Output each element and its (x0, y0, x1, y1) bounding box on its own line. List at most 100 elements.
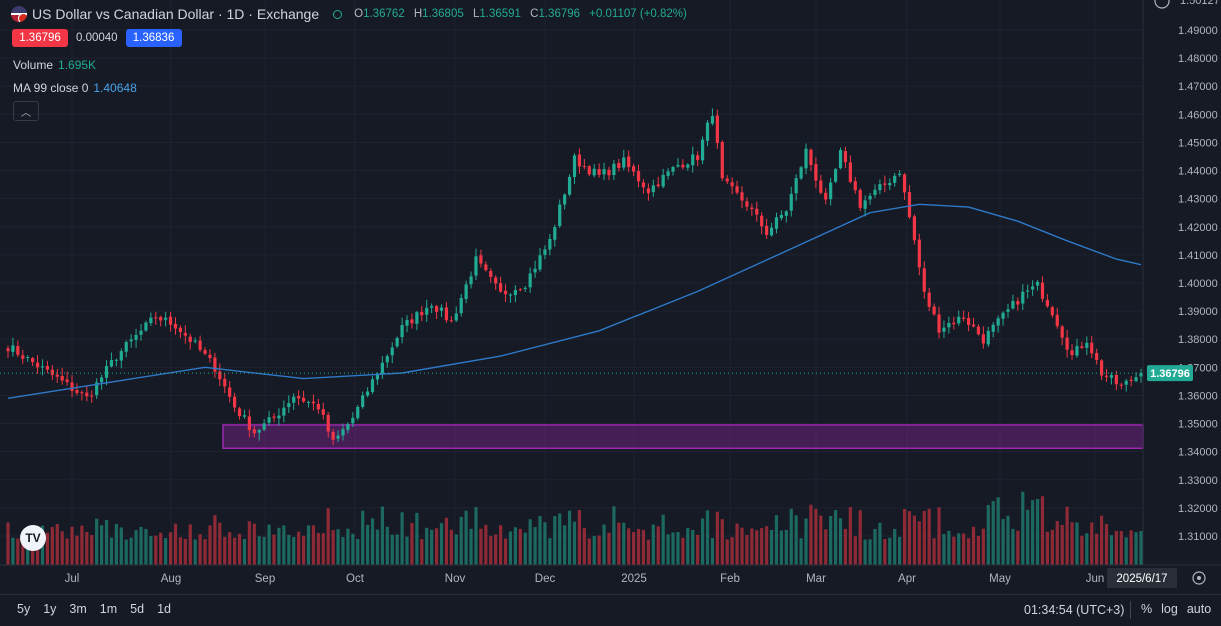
volume-bar (154, 535, 158, 565)
time-tick-label: Mar (806, 573, 826, 585)
candle-body (1040, 282, 1045, 299)
buy-button[interactable]: 1.36836 (125, 29, 182, 47)
volume-bar (1001, 519, 1005, 565)
candle-body (11, 345, 15, 352)
candle-body (893, 175, 897, 183)
volume-bar (986, 504, 990, 565)
candle-body (513, 289, 517, 296)
candle-body (700, 139, 705, 161)
tradingview-logo-icon[interactable]: TV (20, 525, 46, 551)
volume-legend[interactable]: Volume 1.695K (13, 58, 96, 72)
support-zone-rect[interactable] (222, 424, 1144, 450)
time-tick-label: Apr (898, 573, 916, 585)
volume-bar (1040, 496, 1045, 565)
volume-bar (311, 525, 316, 565)
sell-button[interactable]: 1.36796 (12, 29, 68, 47)
symbol-title[interactable]: US Dollar vs Canadian Dollar · 1D · Exch… (32, 6, 320, 22)
range-5d[interactable]: 5d (130, 602, 145, 616)
volume-bar (203, 539, 207, 565)
candle-body (907, 192, 912, 218)
volume-bar (1085, 533, 1089, 565)
candle-body (444, 307, 449, 321)
candle-body (1104, 375, 1109, 377)
volume-bar (11, 537, 15, 565)
log-toggle[interactable]: log (1161, 602, 1178, 616)
volume-bar (370, 518, 375, 565)
low-value: 1.36591 (479, 8, 521, 20)
axes: 1.49000 1.48000 1.47000 1.46000 1.45000 1.440… (0, 0, 1221, 588)
close-label: C (530, 8, 539, 20)
volume-bar (449, 529, 453, 565)
candle-body (888, 183, 892, 186)
ma-99-line[interactable] (7, 203, 1142, 399)
volume-bar (646, 539, 650, 565)
volume-bar (277, 527, 281, 565)
price-chart[interactable]: 1.49000 1.48000 1.47000 1.46000 1.45000 1.440… (0, 0, 1221, 594)
clock-timezone[interactable]: 01:34:54 (UTC+3) (1024, 603, 1125, 617)
candle-body (824, 192, 828, 200)
range-5y[interactable]: 5y (17, 602, 31, 616)
divider (1130, 601, 1131, 619)
candle-body (85, 392, 89, 397)
volume-bar (390, 534, 394, 565)
candle-body (26, 356, 30, 358)
time-tick-label: Jul (65, 573, 80, 585)
candle-body (75, 389, 79, 393)
gear-icon[interactable] (1192, 571, 1206, 585)
volume-bar (1114, 530, 1118, 565)
candle-body (21, 355, 25, 359)
candle-body (676, 164, 680, 167)
candle-body (1080, 346, 1084, 348)
volume-bar (233, 537, 237, 565)
candle-body (636, 170, 641, 182)
candle-body (745, 201, 749, 207)
auto-toggle[interactable]: auto (1186, 602, 1212, 616)
volume-bar (666, 534, 670, 565)
candle-body (420, 311, 424, 316)
volume-bar (523, 532, 527, 565)
volume-bar (119, 527, 123, 565)
volume-bar (75, 535, 79, 565)
volume-bar (159, 532, 163, 565)
range-1y[interactable]: 1y (43, 602, 57, 616)
volume-bar (622, 522, 626, 565)
volume-bar (888, 537, 892, 565)
candle-body (932, 306, 936, 315)
candle-body (957, 316, 961, 324)
candle-body (1129, 379, 1133, 381)
percent-toggle[interactable]: % (1141, 602, 1153, 616)
volume-bar (6, 522, 10, 565)
volume-bar (691, 529, 695, 565)
candle-body (454, 313, 458, 321)
time-tick-label: Feb (720, 573, 740, 585)
time-tick-label: Nov (445, 573, 466, 585)
candle-body (6, 348, 10, 352)
candle-body (691, 154, 695, 166)
price-tick-label: 1.46000 (1178, 109, 1218, 121)
volume-bar (824, 529, 828, 565)
candle-body (651, 185, 655, 193)
volume-bar (582, 527, 586, 565)
candle-body (622, 157, 626, 168)
candle-body (400, 325, 404, 338)
price-tick-label: 1.47000 (1178, 81, 1218, 93)
settings-icon[interactable] (1154, 0, 1170, 9)
candle-body (794, 178, 798, 194)
range-1m[interactable]: 1m (99, 602, 118, 616)
candle-body (1090, 342, 1094, 354)
collapse-legend-button[interactable]: ︿ (13, 101, 39, 121)
candle-body (607, 169, 611, 176)
symbol-row: US Dollar vs Canadian Dollar · 1D · Exch… (11, 5, 693, 23)
candle-body (1060, 326, 1064, 338)
open-label: O (354, 8, 364, 20)
volume-bar (1139, 531, 1143, 565)
ma-legend[interactable]: MA 99 close 0 1.40648 (13, 81, 137, 95)
volume-bar (1060, 524, 1064, 565)
range-selector: 5y 1y 3m 1m 5d 1d (17, 602, 171, 616)
volume-bar (1119, 531, 1123, 565)
range-3m[interactable]: 3m (69, 602, 87, 616)
candle-body (267, 417, 271, 423)
time-tick-label: Aug (161, 573, 181, 585)
range-1d[interactable]: 1d (157, 602, 171, 616)
candle-body (912, 216, 916, 241)
